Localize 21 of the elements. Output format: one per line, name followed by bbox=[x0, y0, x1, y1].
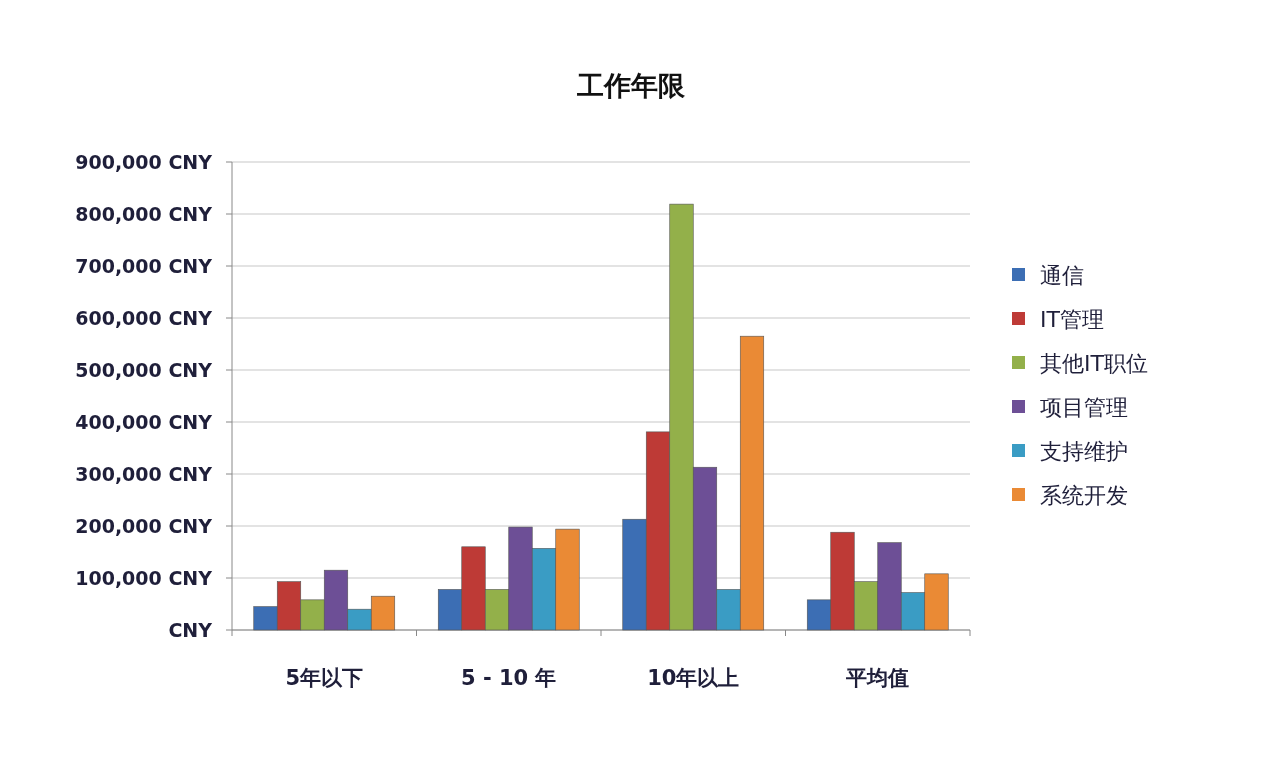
x-tick-label: 5年以下 bbox=[285, 666, 364, 690]
legend-label: 支持维护 bbox=[1040, 439, 1128, 464]
chart-title: 工作年限 bbox=[576, 70, 686, 101]
legend-label: 通信 bbox=[1040, 263, 1084, 288]
y-tick-label: 100,000 CNY bbox=[75, 567, 213, 589]
y-tick-label: 200,000 CNY bbox=[75, 515, 213, 537]
y-tick-label: 600,000 CNY bbox=[75, 307, 213, 329]
y-tick-label: 900,000 CNY bbox=[75, 151, 213, 173]
legend-label: IT管理 bbox=[1040, 307, 1104, 332]
legend-label: 其他IT职位 bbox=[1040, 351, 1148, 376]
y-tick-label: 800,000 CNY bbox=[75, 203, 213, 225]
x-tick-label: 10年以上 bbox=[647, 666, 740, 690]
y-tick-label: 400,000 CNY bbox=[75, 411, 213, 433]
x-tick-label: 5 - 10 年 bbox=[461, 666, 557, 690]
legend-label: 项目管理 bbox=[1040, 395, 1128, 420]
y-tick-label: 300,000 CNY bbox=[75, 463, 213, 485]
y-tick-label: 500,000 CNY bbox=[75, 359, 213, 381]
legend-label: 系统开发 bbox=[1040, 483, 1128, 508]
y-tick-label: CNY bbox=[168, 619, 213, 641]
x-tick-label: 平均值 bbox=[845, 666, 910, 690]
y-tick-label: 700,000 CNY bbox=[75, 255, 213, 277]
